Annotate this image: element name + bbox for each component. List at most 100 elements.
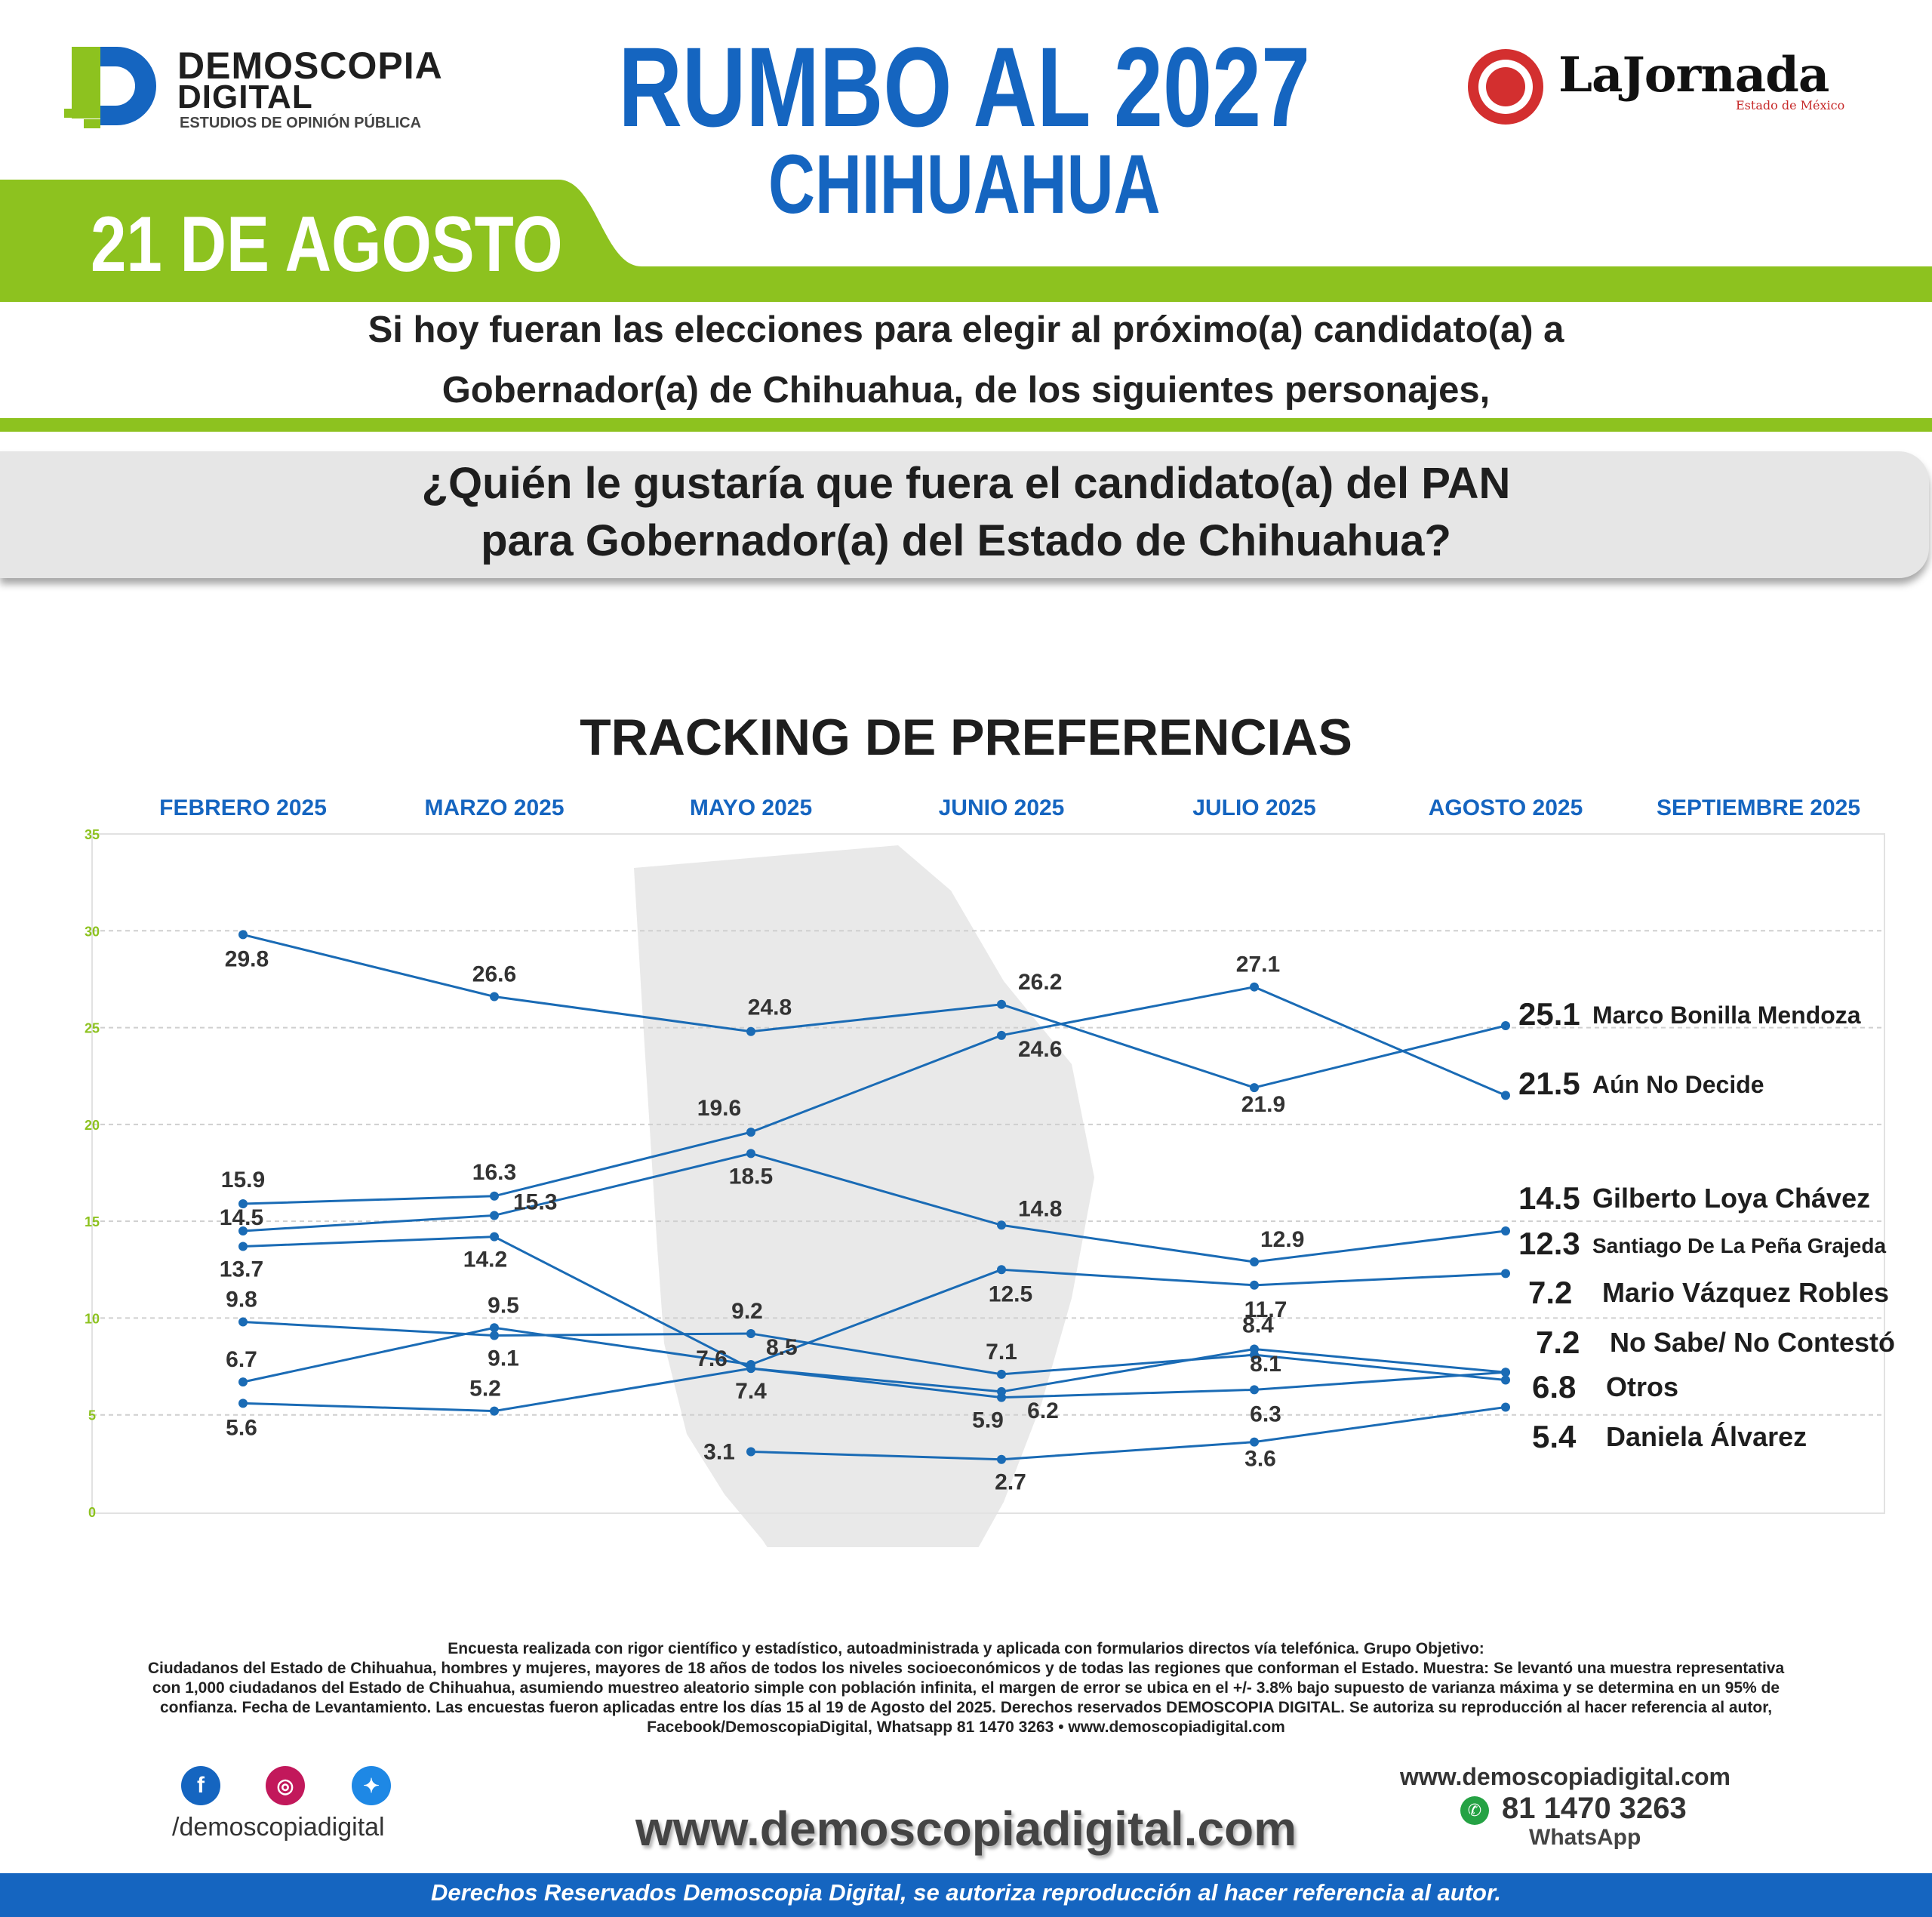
data-point — [746, 1149, 755, 1159]
point-label: 19.6 — [697, 1096, 741, 1121]
x-category-label: MARZO 2025 — [424, 795, 564, 820]
data-point — [1501, 1091, 1510, 1100]
point-label: 6.3 — [1250, 1402, 1281, 1426]
series-line — [242, 1321, 1506, 1382]
social-handle[interactable]: /demoscopiadigital — [172, 1813, 385, 1842]
series-line — [242, 986, 1506, 1205]
methodology-line: Encuesta realizada con rigor científico … — [448, 1640, 1484, 1657]
point-label: 14.5 — [220, 1205, 263, 1230]
data-point — [997, 1386, 1006, 1396]
point-label: 2.7 — [995, 1470, 1026, 1495]
rights-notice: Derechos Reservados Demoscopia Digital, … — [431, 1879, 1501, 1906]
chart-title: TRACKING DE PREFERENCIAS — [580, 709, 1352, 766]
series-line — [242, 933, 1506, 1089]
data-point — [746, 1128, 755, 1137]
data-point — [997, 999, 1006, 1009]
data-point — [1250, 1350, 1259, 1360]
data-point — [997, 1220, 1006, 1230]
question-line-1: ¿Quién le gustaría que fuera el candidat… — [421, 459, 1511, 508]
logo-tagline: ESTUDIOS DE OPINIÓN PÚBLICA — [180, 115, 422, 131]
whatsapp-label: WhatsApp — [1529, 1825, 1641, 1850]
point-label: 27.1 — [1236, 952, 1280, 977]
y-axis-ticks: 0 5 10 15 20 25 30 35 — [85, 827, 100, 1520]
phone-number[interactable]: 81 1470 3263 — [1502, 1792, 1687, 1825]
point-label: 26.2 — [1018, 970, 1062, 995]
website-link-small[interactable]: www.demoscopiadigital.com — [1400, 1763, 1730, 1790]
end-label-value: 21.5 — [1518, 1066, 1580, 1101]
whatsapp-icon[interactable]: ✆ — [1460, 1796, 1489, 1825]
data-point — [490, 1191, 499, 1201]
end-label-value: 7.2 — [1528, 1275, 1572, 1310]
facebook-icon[interactable]: f — [181, 1766, 220, 1805]
point-label: 12.5 — [989, 1282, 1032, 1306]
end-label-value: 6.8 — [1532, 1369, 1576, 1405]
data-point — [1250, 982, 1259, 992]
point-label: 24.6 — [1018, 1037, 1062, 1062]
point-label: 12.9 — [1260, 1227, 1304, 1252]
y-tick-label: 15 — [85, 1214, 100, 1229]
x-category-label: AGOSTO 2025 — [1429, 795, 1583, 820]
data-point — [746, 1447, 755, 1457]
point-label: 26.6 — [472, 962, 516, 987]
point-label: 7.1 — [986, 1340, 1017, 1365]
end-label-name: Daniela Álvarez — [1606, 1421, 1807, 1452]
end-label-name: No Sabe/ No Contestó — [1610, 1327, 1895, 1358]
methodology-text: Encuesta realizada con rigor científico … — [45, 1639, 1887, 1737]
data-point — [1250, 1385, 1259, 1395]
methodology-line: Ciudadanos del Estado de Chihuahua, homb… — [147, 1660, 1785, 1677]
data-point — [238, 1399, 248, 1408]
point-label: 8.1 — [1250, 1352, 1281, 1377]
y-tick-label: 0 — [88, 1505, 96, 1520]
data-point — [1501, 1402, 1510, 1412]
x-category-label: JULIO 2025 — [1192, 795, 1315, 820]
end-label-name: Mario Vázquez Robles — [1602, 1277, 1889, 1308]
end-label-name: Marco Bonilla Mendoza — [1592, 1002, 1861, 1029]
series-line — [242, 1268, 1506, 1383]
question-line-2: para Gobernador(a) del Estado de Chihuah… — [481, 516, 1451, 565]
methodology-line: con 1,000 ciudadanos del Estado de Chihu… — [152, 1679, 1780, 1697]
website-link[interactable]: www.demoscopiadigital.com — [635, 1802, 1297, 1856]
point-label: 16.3 — [472, 1160, 516, 1185]
data-point — [997, 1265, 1006, 1275]
la-jornada-sun-icon — [1468, 49, 1543, 125]
end-labels: 25.1 Marco Bonilla Mendoza 21.5 Aún No Deci… — [1518, 996, 1895, 1454]
data-point — [238, 1377, 248, 1387]
end-label-name: Santiago De La Peña Grajeda — [1592, 1234, 1886, 1257]
data-point — [238, 1199, 248, 1209]
series-line — [242, 1235, 1506, 1399]
plot-frame — [91, 833, 1885, 1514]
data-point — [490, 1331, 499, 1340]
data-point — [997, 1369, 1006, 1379]
data-point — [490, 992, 499, 1002]
instagram-icon[interactable]: ◎ — [266, 1766, 305, 1805]
data-point — [1250, 1257, 1259, 1267]
point-label: 15.3 — [513, 1189, 557, 1214]
methodology-line: confianza. Fecha de Levantamiento. Las e… — [159, 1699, 1773, 1716]
survey-date: 21 DE AGOSTO — [91, 201, 563, 288]
point-label: 8.5 — [766, 1335, 798, 1360]
point-label: 13.7 — [220, 1257, 263, 1282]
end-label-name: Otros — [1606, 1371, 1678, 1402]
series-line — [750, 1405, 1506, 1461]
data-point — [238, 1317, 248, 1327]
point-label: 9.5 — [488, 1293, 519, 1318]
data-point — [1250, 1280, 1259, 1290]
point-label: 9.8 — [226, 1288, 257, 1312]
end-label-value: 25.1 — [1518, 996, 1580, 1032]
divider — [0, 418, 1932, 432]
data-point — [1501, 1021, 1510, 1031]
x-category-label: SEPTIEMBRE 2025 — [1657, 795, 1860, 820]
date-banner — [0, 180, 1932, 302]
point-label: 7.4 — [735, 1379, 767, 1404]
data-point — [1501, 1368, 1510, 1377]
data-point — [1501, 1375, 1510, 1385]
twitter-icon[interactable]: ✦ — [352, 1766, 391, 1805]
data-point — [1501, 1269, 1510, 1279]
footer-bar — [0, 1873, 1932, 1917]
x-axis-categories: FEBRERO 2025 MARZO 2025 MAYO 2025 JUNIO 202… — [159, 795, 1860, 820]
series-lines — [242, 933, 1506, 1461]
data-point — [238, 1242, 248, 1251]
question-intro-line-2: Gobernador(a) de Chihuahua, de los sigui… — [441, 370, 1491, 411]
end-label-value: 5.4 — [1532, 1419, 1577, 1454]
data-point — [1501, 1226, 1510, 1235]
